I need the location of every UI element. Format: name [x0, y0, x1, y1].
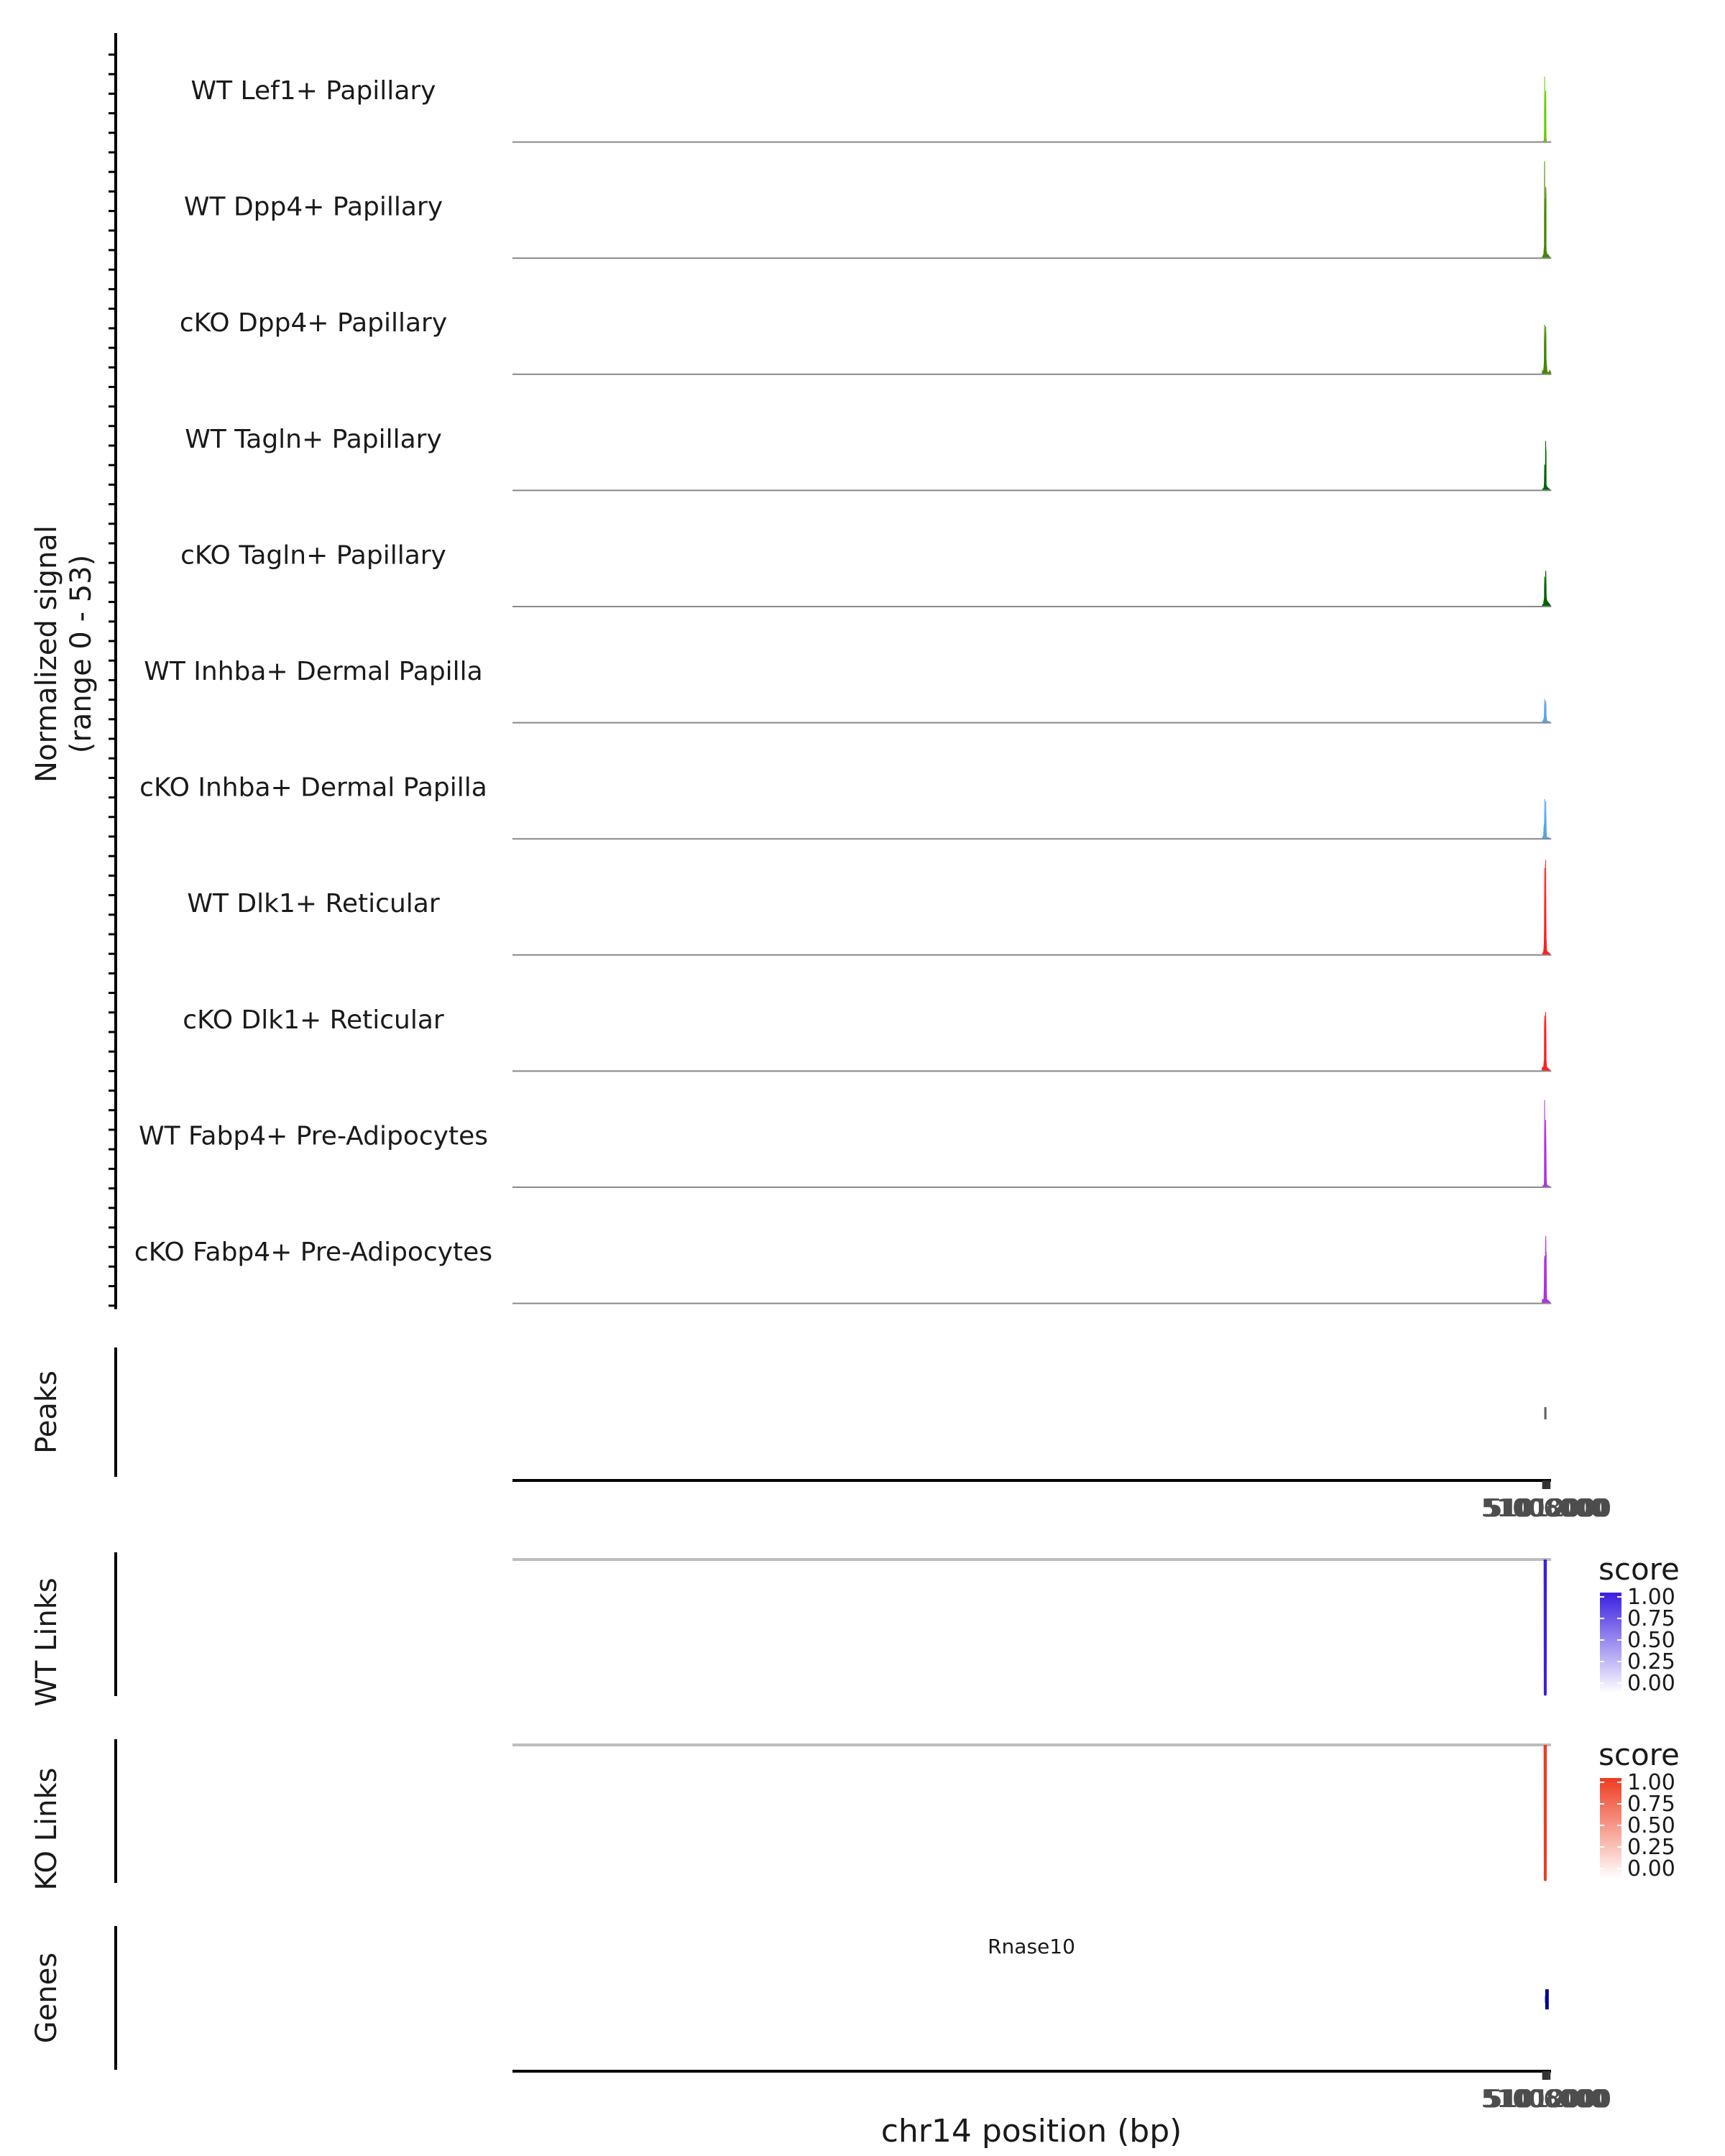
coverage-area: [1541, 1235, 1552, 1304]
x-axis-label: chr14 position (bp): [881, 2113, 1182, 2150]
legend-tick-label: 0.00: [1627, 1856, 1675, 1881]
coverage-track-3: WT Tagln+ Papillary: [185, 425, 1552, 492]
coverage-track-4: cKO Tagln+ Papillary: [180, 540, 1552, 607]
links-label: WT Links: [30, 1577, 63, 1706]
coverage-track-0: WT Lef1+ Papillary: [191, 76, 1552, 143]
coverage-area: [1541, 860, 1552, 956]
x-tick-label: 51006000: [1481, 1494, 1606, 1523]
coverage-area: [1541, 76, 1552, 143]
legend-tick-label: 0.75: [1627, 1792, 1675, 1817]
coverage-track-label: cKO Inhba+ Dermal Papilla: [139, 773, 487, 803]
link-arc: [1543, 1559, 1547, 1696]
coverage-track-label: WT Inhba+ Dermal Papilla: [144, 657, 482, 686]
coverage-track-label: WT Fabp4+ Pre-Adipocytes: [139, 1121, 488, 1151]
coverage-area: [1541, 1100, 1552, 1188]
x-tick-label: 51010000: [1485, 2085, 1609, 2114]
x-tick-label: 51012000: [1487, 2085, 1611, 2114]
legend-tick-label: 1.00: [1627, 1585, 1675, 1610]
coverage-track-label: cKO Fabp4+ Pre-Adipocytes: [134, 1238, 492, 1267]
x-tick-label: 51010000: [1485, 1494, 1609, 1523]
coverage-area: [1541, 324, 1552, 375]
coverage-track-8: cKO Dlk1+ Reticular: [183, 1005, 1552, 1072]
peaks-label: Peaks: [30, 1370, 63, 1454]
coverage-track-label: WT Dlk1+ Reticular: [187, 889, 439, 918]
x-tick-label: 51012000: [1487, 1494, 1611, 1523]
coverage-track-5: WT Inhba+ Dermal Papilla: [144, 657, 1552, 724]
coverage-track-1: WT Dpp4+ Papillary: [184, 161, 1552, 259]
legend-tick-label: 0.50: [1627, 1628, 1675, 1653]
x-tick-label: 51008000: [1483, 1494, 1607, 1523]
coverage-track-label: cKO Tagln+ Papillary: [180, 540, 446, 570]
coverage-track-label: WT Dpp4+ Papillary: [184, 193, 443, 222]
coverage-y-range-label: (range 0 - 53): [65, 555, 98, 753]
x-tick-label: 51008000: [1483, 2085, 1607, 2114]
legend-tick-label: 1.00: [1627, 1770, 1675, 1795]
coverage-track-10: cKO Fabp4+ Pre-Adipocytes: [134, 1235, 1552, 1304]
coverage-track-2: cKO Dpp4+ Papillary: [180, 308, 1552, 375]
coverage-y-label: Normalized signal: [30, 525, 63, 783]
peaks-track: [1544, 1407, 1547, 1419]
coverage-track-9: WT Fabp4+ Pre-Adipocytes: [139, 1100, 1552, 1188]
legend-colorbar: [1600, 1778, 1622, 1879]
legend-tick-label: 0.50: [1627, 1813, 1675, 1838]
gene-exon: [1545, 1989, 1547, 2009]
coverage-area: [1541, 699, 1552, 724]
genes-label: Genes: [30, 1953, 63, 2043]
legend-tick-label: 0.25: [1627, 1835, 1675, 1860]
gene-exon: [1546, 1989, 1549, 2009]
coverage-track-label: cKO Dpp4+ Papillary: [180, 308, 447, 338]
legend-tick-label: 0.25: [1627, 1649, 1675, 1674]
legend-title: score: [1598, 1552, 1680, 1587]
gene-model: Rnase10: [988, 1935, 1549, 2009]
coverage-tracks: WT Lef1+ Papillary WT Dpp4+ Papillary cKO …: [134, 76, 1552, 1304]
legend-tick-label: 0.75: [1627, 1606, 1675, 1631]
x-tick-label: 51006000: [1481, 2085, 1606, 2114]
legend-colorbar: [1600, 1593, 1622, 1693]
legend-tick-label: 0.00: [1627, 1671, 1675, 1696]
genes-track: Rnase10: [988, 1935, 1549, 2009]
coverage-track-7: WT Dlk1+ Reticular: [187, 860, 1552, 956]
coverage-area: [1541, 441, 1552, 491]
coverage-area: [1541, 798, 1552, 839]
coverage-area: [1541, 571, 1552, 607]
link-arc: [1543, 1744, 1547, 1881]
coverage-track-label: cKO Dlk1+ Reticular: [183, 1005, 444, 1035]
legend-title: score: [1598, 1737, 1680, 1772]
coverage-y-axis: [109, 33, 117, 1309]
coverage-area: [1541, 1011, 1552, 1072]
coverage-track-label: WT Lef1+ Papillary: [191, 76, 436, 106]
coverage-track-label: WT Tagln+ Papillary: [185, 425, 442, 454]
links-label: KO Links: [30, 1768, 63, 1891]
coverage-track-6: cKO Inhba+ Dermal Papilla: [139, 773, 1552, 840]
gene-name-label: Rnase10: [988, 1935, 1075, 1958]
coverage-area: [1541, 161, 1552, 259]
peak-region: [1544, 1407, 1547, 1419]
